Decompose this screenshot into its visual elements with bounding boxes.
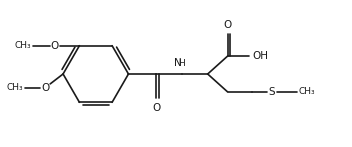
Text: O: O <box>224 20 232 30</box>
Text: O: O <box>51 41 59 51</box>
Text: S: S <box>269 87 275 97</box>
Text: H: H <box>178 59 185 68</box>
Text: O: O <box>41 83 49 93</box>
Text: CH₃: CH₃ <box>14 41 31 50</box>
Text: CH₃: CH₃ <box>299 87 315 96</box>
Text: OH: OH <box>252 51 268 61</box>
Text: CH₃: CH₃ <box>7 83 24 92</box>
Text: N: N <box>174 58 182 68</box>
Text: O: O <box>152 103 160 113</box>
